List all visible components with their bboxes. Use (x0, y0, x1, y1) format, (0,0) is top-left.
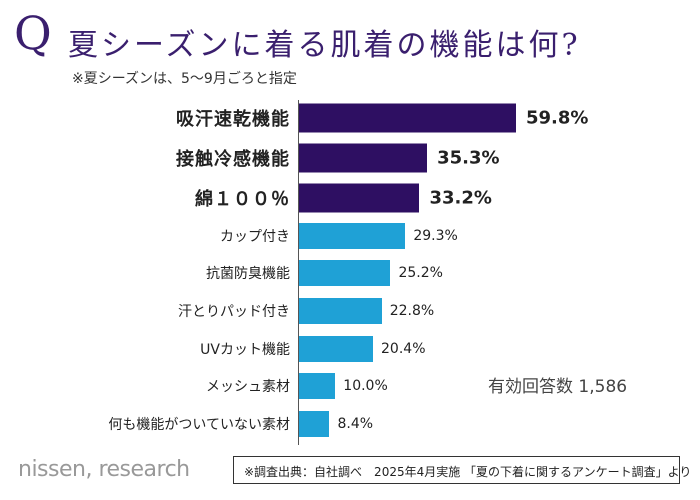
bar (299, 223, 406, 249)
value-label: 10.0% (343, 378, 388, 394)
category-label: 抗菌防臭機能 (206, 266, 290, 282)
q-mark: Q (14, 6, 52, 60)
category-label: 接触冷感機能 (176, 149, 290, 170)
value-label: 33.2% (429, 187, 492, 209)
bar (299, 260, 391, 286)
category-label: 吸汗速乾機能 (176, 109, 290, 130)
value-label: 8.4% (337, 416, 374, 432)
source-note: ※調査出典：自社調べ 2025年4月実施 「夏の下着に関するアンケート調査」より (233, 456, 691, 484)
bar (299, 373, 336, 399)
value-label: 35.3% (437, 147, 500, 169)
nissen-research-logo: nissen, research (18, 457, 190, 482)
value-label: 22.8% (389, 303, 435, 319)
category-label: カップ付き (220, 229, 290, 245)
bar (299, 183, 420, 213)
category-label: メッシュ素材 (206, 379, 290, 395)
category-label: 汗とりパッド付き (178, 304, 290, 320)
bar (299, 298, 382, 324)
respondent-count: 有効回答数 1,586 (488, 377, 628, 397)
category-label: 何も機能がついていない素材 (108, 417, 290, 433)
chart-subtitle: ※夏シーズンは、5〜9月ごろと指定 (72, 71, 297, 87)
value-label: 20.4% (381, 341, 426, 357)
value-label: 25.2% (398, 265, 443, 281)
y-axis-line (298, 100, 299, 445)
category-label: UVカット機能 (200, 342, 290, 358)
bar (299, 143, 428, 173)
value-label: 59.8% (526, 107, 589, 129)
chart-title: 夏シーズンに着る肌着の機能は何? (68, 28, 581, 63)
value-label: 29.3% (413, 228, 458, 244)
bar (299, 411, 330, 437)
bar (299, 103, 516, 133)
category-label: 綿１００％ (195, 189, 290, 210)
bar (299, 336, 374, 362)
